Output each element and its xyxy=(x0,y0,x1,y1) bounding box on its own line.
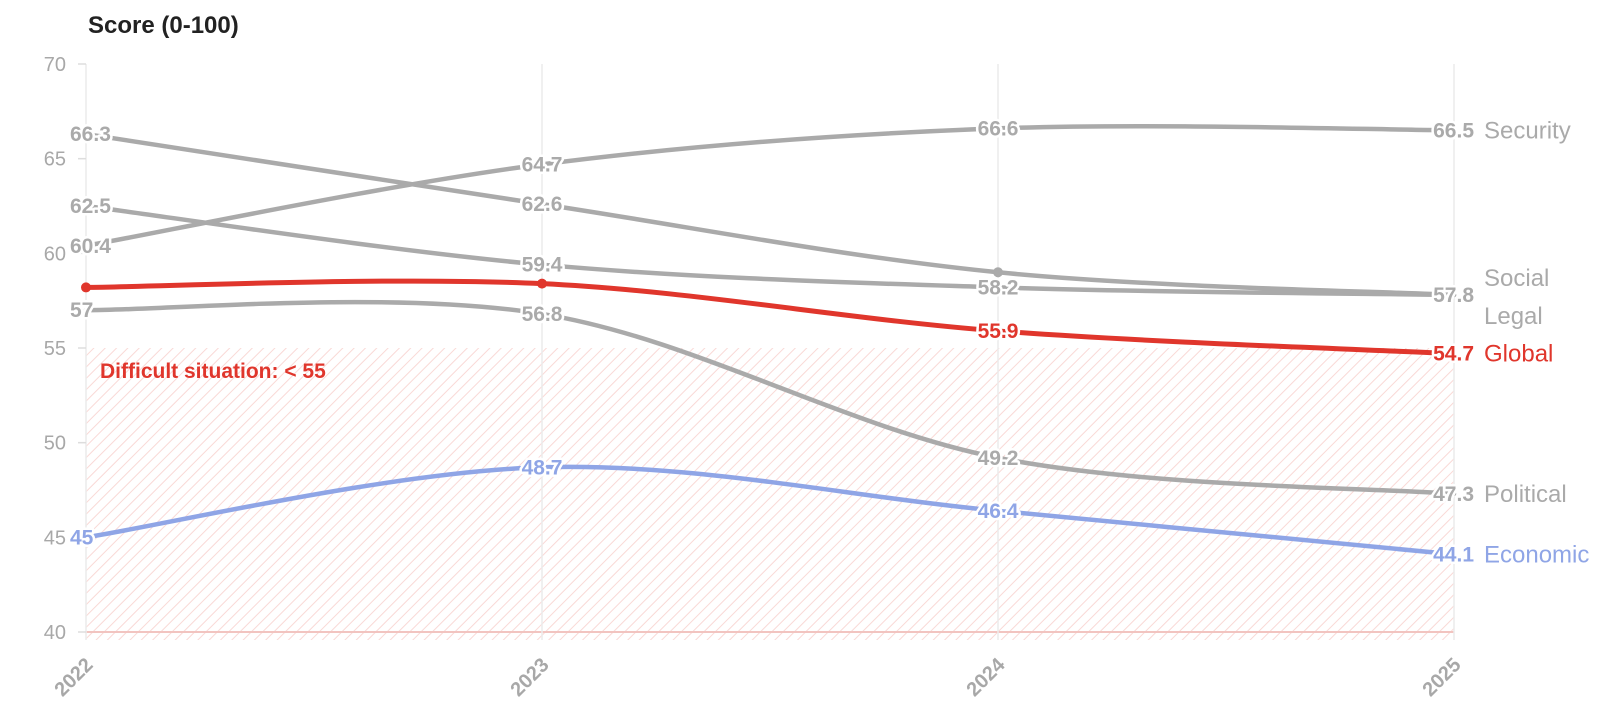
point-label-political-2023: 56.8 xyxy=(522,303,563,326)
point-label-legal-2023: 59.4 xyxy=(522,254,563,277)
point-label-security-2025: 66.5 xyxy=(1433,119,1474,142)
series-line-global xyxy=(83,278,1457,357)
series-name-political: Political xyxy=(1484,481,1567,508)
series-name-security: Security xyxy=(1484,117,1571,144)
threshold-label: Difficult situation: < 55 xyxy=(100,360,326,383)
series-line-legal xyxy=(83,203,1457,298)
point-label-legal-2024: 58.2 xyxy=(978,276,1019,299)
point-label-security-2022: 60.4 xyxy=(70,235,111,258)
threshold-band xyxy=(86,348,1454,640)
marker-global-2023 xyxy=(537,278,547,289)
x-tick-label-2022: 2022 xyxy=(51,654,98,701)
series-line-social xyxy=(83,131,1457,298)
point-label-economic-2024: 46.4 xyxy=(978,500,1019,523)
y-tick-label-45: 45 xyxy=(44,527,66,549)
point-label-legal-2022: 62.5 xyxy=(70,195,111,218)
x-tick-label-2024: 2024 xyxy=(963,653,1011,701)
point-label-political-2024: 49.2 xyxy=(978,447,1019,470)
point-label-global-2025: 54.7 xyxy=(1433,343,1474,366)
y-tick-label-50: 50 xyxy=(44,433,66,455)
marker-social-2024 xyxy=(993,267,1003,278)
series-name-economic: Economic xyxy=(1484,541,1589,568)
x-tick-label-2025: 2025 xyxy=(1419,654,1466,701)
y-tick-label-65: 65 xyxy=(44,149,66,171)
series-line-security xyxy=(83,123,1457,249)
point-label-social-2022: 66.3 xyxy=(70,123,111,146)
series-name-legal: Legal xyxy=(1484,303,1543,330)
marker-global-2022 xyxy=(81,282,91,293)
y-tick-label-70: 70 xyxy=(44,54,66,76)
series-line-political xyxy=(83,299,1457,497)
x-tick-label-2023: 2023 xyxy=(507,654,554,701)
point-label-economic-2023: 48.7 xyxy=(522,456,563,479)
point-label-economic-2022: 45 xyxy=(70,526,94,549)
y-tick-label-55: 55 xyxy=(44,338,66,360)
chart-title: Score (0-100) xyxy=(88,12,239,39)
point-label-social-2023: 62.6 xyxy=(522,193,563,216)
y-tick-label-40: 40 xyxy=(44,622,66,644)
series-line-economic xyxy=(83,464,1457,557)
series-name-global: Global xyxy=(1484,341,1553,368)
y-tick-label-60: 60 xyxy=(44,243,66,265)
point-label-legal-2025: 57.8 xyxy=(1433,284,1474,307)
point-label-political-2022: 57 xyxy=(70,299,93,322)
point-label-political-2025: 47.3 xyxy=(1433,483,1474,506)
point-label-economic-2025: 44.1 xyxy=(1433,543,1474,566)
point-label-global-2024: 55.9 xyxy=(978,320,1019,343)
point-label-security-2024: 66.6 xyxy=(978,117,1019,140)
series-name-social: Social xyxy=(1484,265,1549,292)
point-label-security-2023: 64.7 xyxy=(522,153,563,176)
